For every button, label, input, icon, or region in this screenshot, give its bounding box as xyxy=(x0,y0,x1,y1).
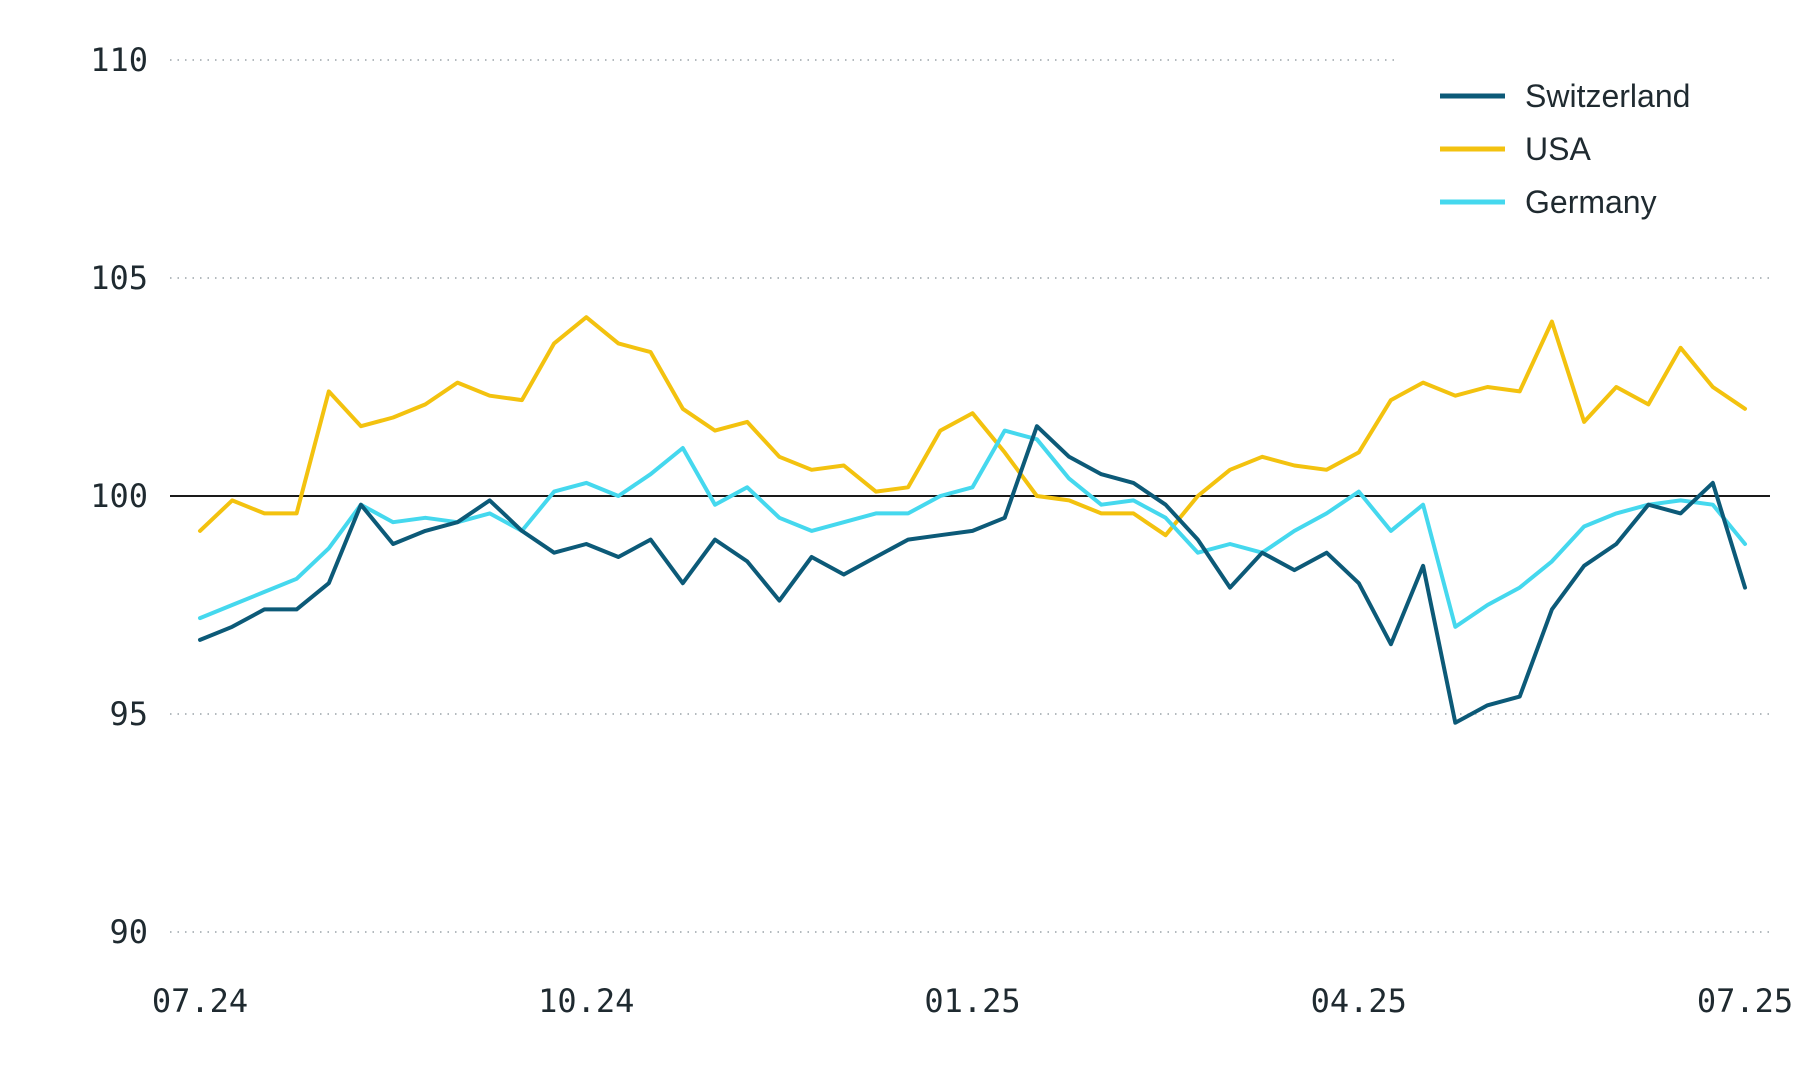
x-tick-label: 10.24 xyxy=(538,982,634,1020)
y-tick-label: 105 xyxy=(90,259,148,297)
legend: Switzerland USA Germany xyxy=(1440,78,1690,220)
legend-label-usa: USA xyxy=(1525,131,1591,167)
y-axis-ticks: 90 95 100 105 110 xyxy=(90,41,148,951)
x-tick-label: 01.25 xyxy=(924,982,1020,1020)
x-axis-ticks: 07.24 10.24 01.25 04.25 07.25 xyxy=(152,982,1793,1020)
gridlines xyxy=(170,59,1770,933)
y-tick-label: 110 xyxy=(90,41,148,79)
y-tick-label: 90 xyxy=(109,913,148,951)
x-tick-label: 07.25 xyxy=(1697,982,1793,1020)
x-tick-label: 07.24 xyxy=(152,982,248,1020)
series-lines xyxy=(198,315,1747,725)
x-tick-label: 04.25 xyxy=(1311,982,1407,1020)
y-tick-label: 95 xyxy=(109,695,148,733)
legend-label-switzerland: Switzerland xyxy=(1525,78,1690,114)
y-tick-label: 100 xyxy=(90,477,148,515)
series-line-usa xyxy=(198,315,1747,538)
legend-label-germany: Germany xyxy=(1525,184,1657,220)
series-line-switzerland xyxy=(198,424,1747,725)
